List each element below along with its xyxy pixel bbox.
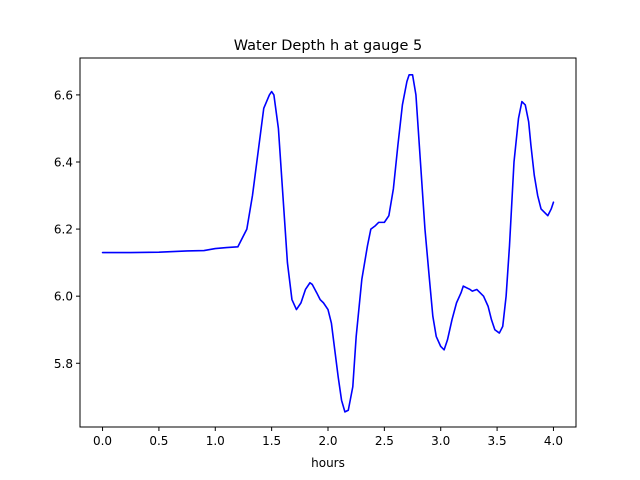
x-tick-label: 2.0: [318, 434, 337, 448]
x-tick-label: 0.0: [93, 434, 112, 448]
chart-title: Water Depth h at gauge 5: [234, 38, 422, 54]
y-tick-label: 6.0: [54, 290, 73, 304]
x-tick-label: 1.5: [262, 434, 281, 448]
y-tick-label: 6.6: [54, 88, 73, 102]
y-tick-label: 6.4: [54, 155, 73, 169]
x-tick-label: 4.0: [544, 434, 563, 448]
y-tick-label: 5.8: [54, 357, 73, 371]
y-tick-label: 6.2: [54, 223, 73, 237]
x-tick-label: 0.5: [149, 434, 168, 448]
x-tick-label: 3.5: [488, 434, 507, 448]
x-tick-label: 2.5: [375, 434, 394, 448]
x-axis-label: hours: [311, 456, 345, 470]
x-tick-label: 1.0: [206, 434, 225, 448]
x-tick-label: 3.0: [431, 434, 450, 448]
plot-area: 0.0 0.5 1.0 1.5 2.0 2.5 3.0 3.5 4.0 5.8 6.0 6.2 6.4 6…: [54, 57, 577, 448]
series-line-0: [101, 73, 555, 413]
